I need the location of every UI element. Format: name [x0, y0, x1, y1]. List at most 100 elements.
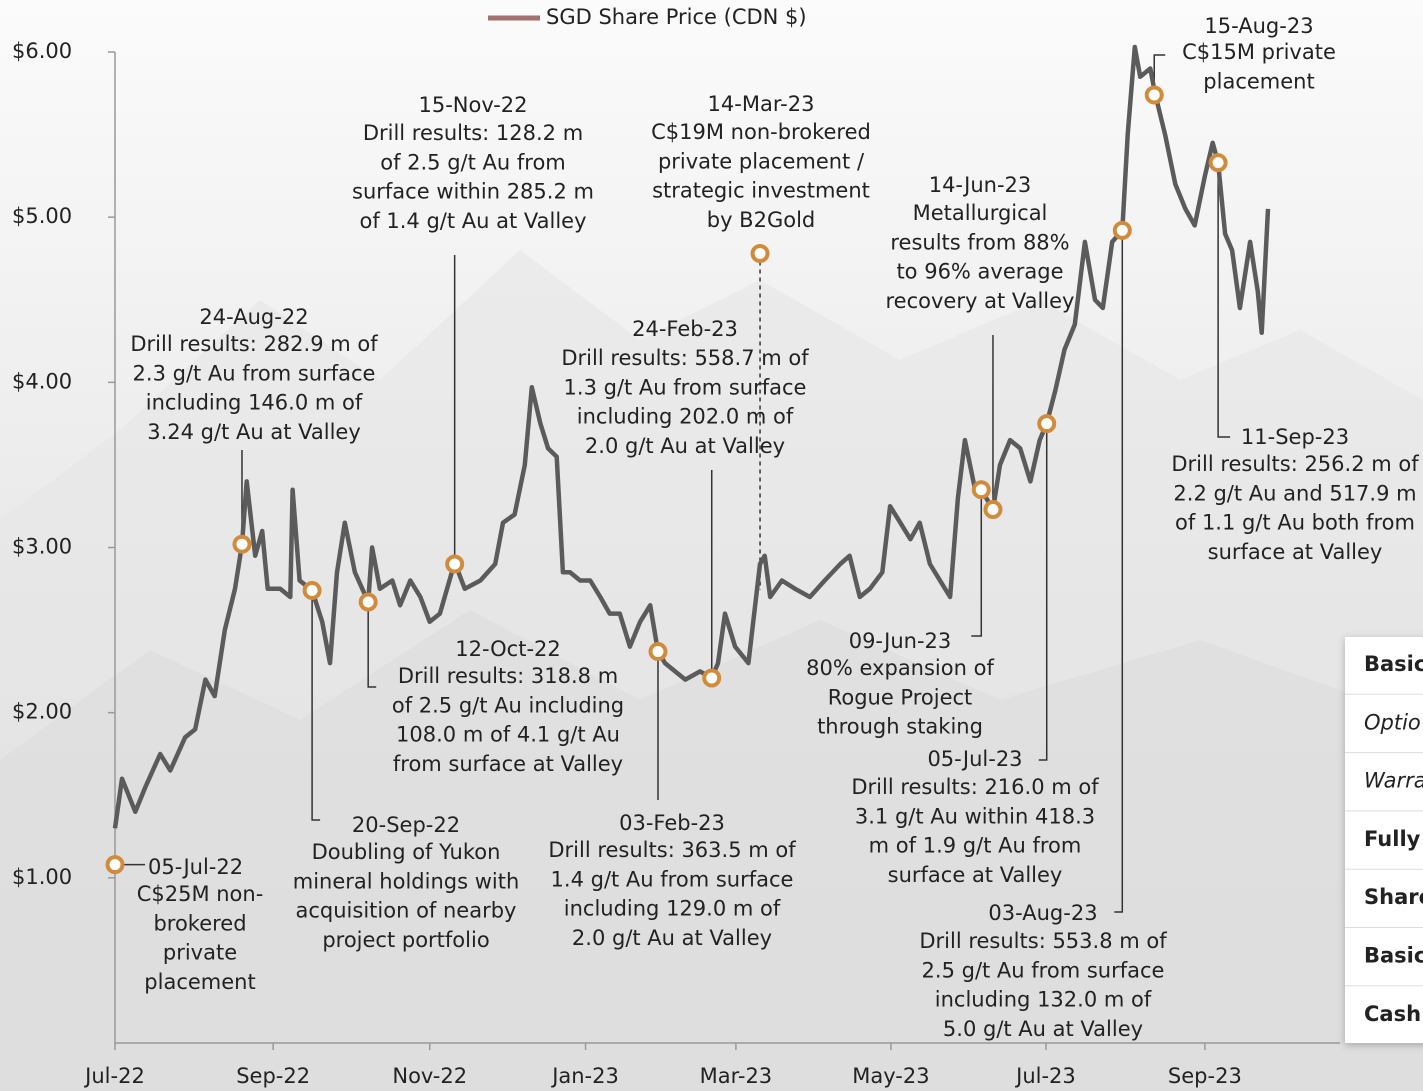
y-tick-label: $5.00 — [12, 204, 72, 228]
event-marker — [648, 642, 668, 662]
event-text: surface at Valley — [888, 863, 1063, 887]
event-text: 2.5 g/t Au from surface — [922, 958, 1165, 982]
event-text: acquisition of nearby — [296, 899, 517, 923]
event-text: by B2Gold — [707, 208, 816, 232]
event-text: Metallurgical — [913, 201, 1048, 225]
leader-line — [1114, 230, 1124, 913]
event-text: Drill results: 282.9 m of — [130, 332, 378, 356]
event-text: 3.24 g/t Au at Valley — [147, 420, 361, 444]
event-date: 24-Aug-22 — [199, 305, 308, 329]
table-cell: Cash — [1364, 1002, 1421, 1026]
event-text: Drill results: 216.0 m of — [851, 775, 1099, 799]
event-text: Rogue Project — [828, 685, 973, 709]
event-text: 5.0 g/t Au at Valley — [943, 1017, 1143, 1041]
y-tick-label: $2.00 — [12, 700, 72, 724]
y-tick-label: $1.00 — [12, 865, 72, 889]
event-text: C$25M non- — [137, 882, 264, 906]
event-marker — [232, 534, 252, 554]
event-marker — [302, 580, 322, 600]
event-text: results from 88% — [890, 230, 1069, 254]
event-text: recovery at Valley — [886, 289, 1075, 313]
event-date: 24-Feb-23 — [632, 317, 738, 341]
event-text: of 1.4 g/t Au at Valley — [359, 209, 586, 233]
event-marker — [1037, 414, 1057, 434]
data-table: Basic Optio Warra Fully Share Basic Cash — [1345, 637, 1423, 1043]
event-text: including 202.0 m of — [577, 405, 794, 429]
x-tick-label: Jan-23 — [550, 1064, 619, 1088]
event-date: 12-Oct-22 — [455, 637, 561, 661]
event-date: 11-Sep-23 — [1241, 425, 1349, 449]
event-date: 05-Jul-23 — [927, 747, 1022, 771]
event-text: of 2.5 g/t Au from — [380, 150, 566, 174]
event-date: 15-Aug-23 — [1204, 14, 1313, 38]
event-text: private — [163, 941, 237, 965]
table-cell: Basic — [1364, 652, 1423, 676]
event-text: 2.0 g/t Au at Valley — [572, 926, 772, 950]
event-date: 03-Feb-23 — [619, 811, 725, 835]
event-text: Drill results: 256.2 m of — [1171, 452, 1419, 476]
legend-label: SGD Share Price (CDN $) — [546, 5, 807, 29]
leader-line — [1038, 423, 1048, 761]
event-text: C$15M private — [1182, 40, 1336, 64]
event-text: C$19M non-brokered — [651, 120, 871, 144]
event-text: Drill results: 363.5 m of — [548, 838, 796, 862]
y-tick-label: $6.00 — [12, 39, 72, 63]
event-text: 2.0 g/t Au at Valley — [585, 434, 785, 458]
event-text: surface at Valley — [1208, 540, 1383, 564]
event-marker — [1112, 220, 1132, 240]
x-tick-label: Mar-23 — [700, 1064, 773, 1088]
event-marker — [1144, 85, 1164, 105]
event-date: 14-Jun-23 — [929, 173, 1032, 197]
event-marker — [1208, 153, 1228, 173]
y-tick-label: $4.00 — [12, 369, 72, 393]
event-text: Drill results: 558.7 m of — [561, 346, 809, 370]
y-tick-label: $3.00 — [12, 535, 72, 559]
x-tick-label: Sep-22 — [236, 1064, 310, 1088]
x-tick-label: Jul-22 — [83, 1064, 145, 1088]
event-text: 2.3 g/t Au from surface — [133, 361, 376, 385]
event-marker — [983, 500, 1003, 520]
event-text: 108.0 m of 4.1 g/t Au — [396, 723, 620, 747]
event-marker — [358, 592, 378, 612]
event-marker — [105, 855, 125, 875]
event-text: including 132.0 m of — [935, 988, 1152, 1012]
table-cell: Basic — [1364, 944, 1423, 968]
event-marker — [971, 480, 991, 500]
table-cell: Optio — [1364, 710, 1421, 734]
event-text: surface within 285.2 m — [352, 180, 594, 204]
leader-line — [971, 489, 983, 637]
event-date: 05-Jul-22 — [148, 855, 243, 879]
event-text: 3.1 g/t Au within 418.3 — [855, 804, 1095, 828]
event-text: project portfolio — [322, 928, 489, 952]
mountain — [0, 610, 1423, 1091]
table-box — [1345, 637, 1423, 1043]
event-text: m of 1.9 g/t Au from — [869, 834, 1082, 858]
event-text: brokered — [153, 911, 246, 935]
event-date: 03-Aug-23 — [988, 901, 1097, 925]
x-tick-label: Jul-23 — [1014, 1064, 1076, 1088]
event-text: Drill results: 318.8 m — [398, 664, 618, 688]
event-text: 1.4 g/t Au from surface — [551, 867, 794, 891]
event-marker — [445, 554, 465, 574]
table-cell: Warra — [1364, 769, 1423, 793]
event-text: placement — [1203, 69, 1314, 93]
event-text: including 146.0 m of — [146, 391, 363, 415]
leader-line — [367, 602, 377, 688]
leader-line — [1217, 162, 1231, 438]
event-text: Drill results: 553.8 m of — [919, 929, 1167, 953]
event-marker — [702, 668, 722, 688]
event-text: of 2.5 g/t Au including — [392, 693, 624, 717]
event-text: strategic investment — [652, 179, 870, 203]
event-date: 09-Jun-23 — [849, 629, 952, 653]
event-text: mineral holdings with — [293, 869, 520, 893]
event-date: 15-Nov-22 — [418, 93, 527, 117]
event-date: 14-Mar-23 — [708, 92, 815, 116]
event-text: to 96% average — [896, 260, 1063, 284]
x-tick-label: Nov-22 — [392, 1064, 467, 1088]
event-text: of 1.1 g/t Au both from — [1175, 511, 1415, 535]
table-cell: Share — [1364, 885, 1423, 909]
event-text: including 129.0 m of — [564, 897, 781, 921]
event-text: 1.3 g/t Au from surface — [564, 375, 807, 399]
x-tick-label: May-23 — [852, 1064, 929, 1088]
